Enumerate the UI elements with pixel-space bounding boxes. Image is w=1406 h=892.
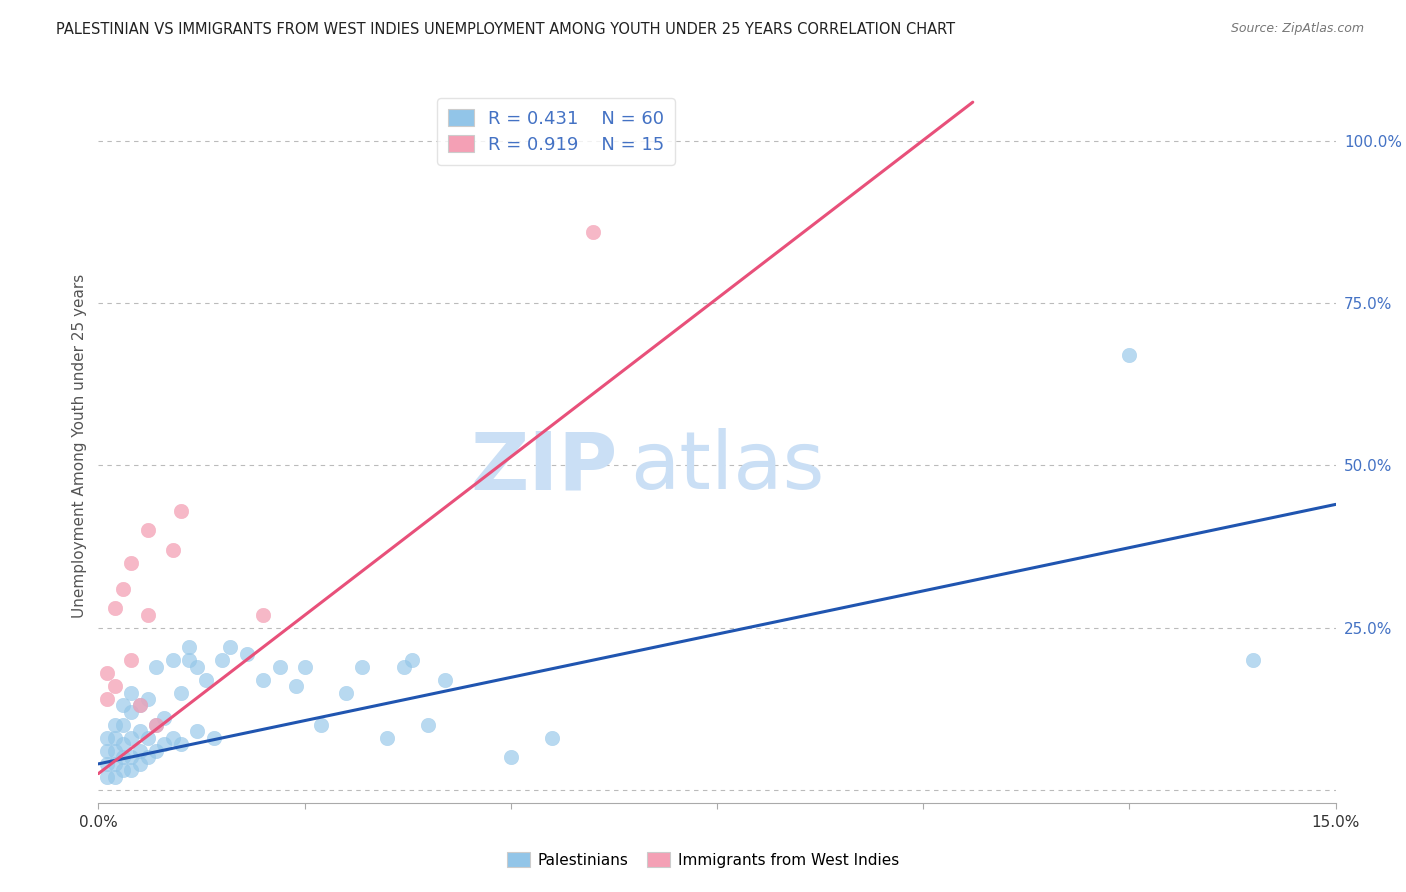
Point [1118,348,1140,362]
Point [294,659,316,673]
Point [499,750,522,764]
Point [104,718,127,732]
Point [112,738,135,752]
Point [128,698,150,713]
Text: Source: ZipAtlas.com: Source: ZipAtlas.com [1230,22,1364,36]
Point [104,731,127,745]
Point [418,718,440,732]
Text: ZIP: ZIP [471,428,619,507]
Point [236,647,259,661]
Point [252,607,274,622]
Point [162,653,184,667]
Point [136,607,159,622]
Point [145,718,167,732]
Point [401,653,423,667]
Point [128,698,150,713]
Point [104,744,127,758]
Point [170,738,193,752]
Point [433,673,456,687]
Text: atlas: atlas [630,428,825,507]
Legend: R = 0.431    N = 60, R = 0.919    N = 15: R = 0.431 N = 60, R = 0.919 N = 15 [437,98,675,165]
Point [104,756,127,771]
Point [582,225,605,239]
Point [1241,653,1264,667]
Point [96,756,118,771]
Point [128,724,150,739]
Point [120,750,142,764]
Point [145,659,167,673]
Y-axis label: Unemployment Among Youth under 25 years: Unemployment Among Youth under 25 years [72,274,87,618]
Point [112,718,135,732]
Point [128,756,150,771]
Point [96,770,118,784]
Point [186,659,208,673]
Point [392,659,415,673]
Point [145,718,167,732]
Point [120,764,142,778]
Point [179,640,201,654]
Point [104,679,127,693]
Point [186,724,208,739]
Point [104,601,127,615]
Point [162,731,184,745]
Point [219,640,242,654]
Point [162,542,184,557]
Point [96,666,118,681]
Point [202,731,225,745]
Point [153,711,176,725]
Point [112,764,135,778]
Point [153,738,176,752]
Point [145,744,167,758]
Point [170,504,193,518]
Point [194,673,217,687]
Point [120,685,142,699]
Text: PALESTINIAN VS IMMIGRANTS FROM WEST INDIES UNEMPLOYMENT AMONG YOUTH UNDER 25 YEA: PALESTINIAN VS IMMIGRANTS FROM WEST INDI… [56,22,955,37]
Legend: Palestinians, Immigrants from West Indies: Palestinians, Immigrants from West Indie… [501,846,905,873]
Point [96,744,118,758]
Point [112,750,135,764]
Point [285,679,308,693]
Point [112,582,135,596]
Point [136,731,159,745]
Point [170,685,193,699]
Point [211,653,233,667]
Point [96,692,118,706]
Point [335,685,357,699]
Point [120,705,142,719]
Point [112,698,135,713]
Point [252,673,274,687]
Point [375,731,398,745]
Point [128,744,150,758]
Point [136,524,159,538]
Point [352,659,374,673]
Point [179,653,201,667]
Point [120,653,142,667]
Point [136,692,159,706]
Point [104,770,127,784]
Point [269,659,291,673]
Point [309,718,332,732]
Point [96,731,118,745]
Point [541,731,564,745]
Point [120,556,142,570]
Point [120,731,142,745]
Point [136,750,159,764]
